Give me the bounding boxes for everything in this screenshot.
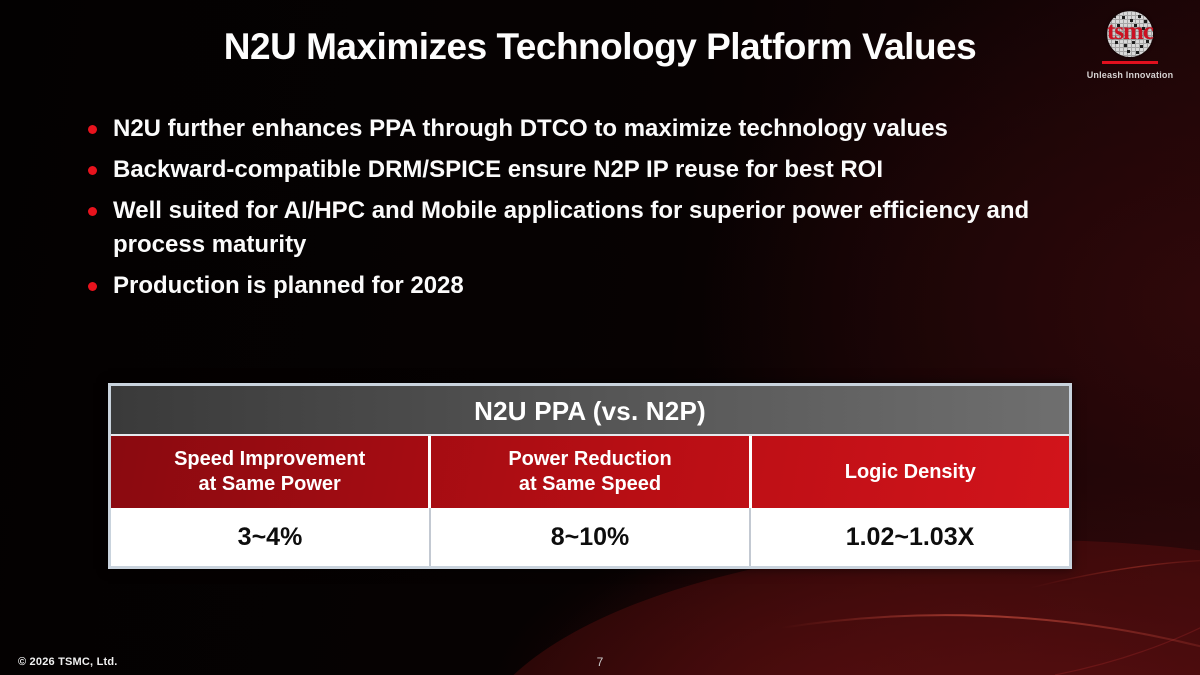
table-value-row: 3~4% 8~10% 1.02~1.03X [111, 508, 1069, 566]
logo-tagline: Unleash Innovation [1086, 70, 1174, 80]
table-header-cell: Logic Density [844, 460, 976, 483]
bullet-text: Well suited for AI/HPC and Mobile applic… [113, 197, 1030, 258]
bullet-icon [88, 125, 97, 134]
table-header-cell: Speed Improvement at Same Power [111, 436, 432, 508]
footer-copyright: © 2026 TSMC, Ltd. [18, 656, 118, 668]
bullet-icon [88, 166, 97, 175]
table-value-cell: 8~10% [431, 508, 751, 566]
logo-wafer-wrap: tsmc [1078, 8, 1182, 60]
slide-title: N2U Maximizes Technology Platform Values [223, 26, 977, 67]
table-value-cell: 3~4% [111, 508, 431, 566]
bullet-item: Backward-compatible DRM/SPICE ensure N2P… [88, 153, 1118, 187]
table-title: N2U PPA (vs. N2P) [111, 386, 1069, 436]
logo-wordmark: tsmc [1107, 18, 1154, 45]
bullet-icon [88, 207, 97, 216]
table-header-cell: Power Reduction at Same Speed [431, 436, 752, 508]
logo-underline [1102, 61, 1158, 64]
tsmc-logo: tsmc Unleash Innovation [1078, 8, 1182, 80]
table-value-cell: 1.02~1.03X [845, 522, 975, 551]
bullet-text: Backward-compatible DRM/SPICE ensure N2P… [113, 156, 884, 183]
bullet-text: Production is planned for 2028 [113, 272, 464, 299]
page-number: 7 [596, 655, 604, 669]
bullet-icon [88, 282, 97, 291]
bullet-item: Well suited for AI/HPC and Mobile applic… [88, 194, 1118, 262]
ppa-comparison-table: N2U PPA (vs. N2P) Speed Improvement at S… [108, 383, 1072, 569]
bullet-list: N2U further enhances PPA through DTCO to… [88, 112, 1118, 310]
table-header-row: Speed Improvement at Same Power Power Re… [111, 436, 1069, 508]
bullet-item: Production is planned for 2028 [88, 269, 1118, 303]
bullet-item: N2U further enhances PPA through DTCO to… [88, 112, 1118, 146]
wafer-icon [1107, 11, 1153, 57]
bullet-text: N2U further enhances PPA through DTCO to… [113, 115, 948, 142]
